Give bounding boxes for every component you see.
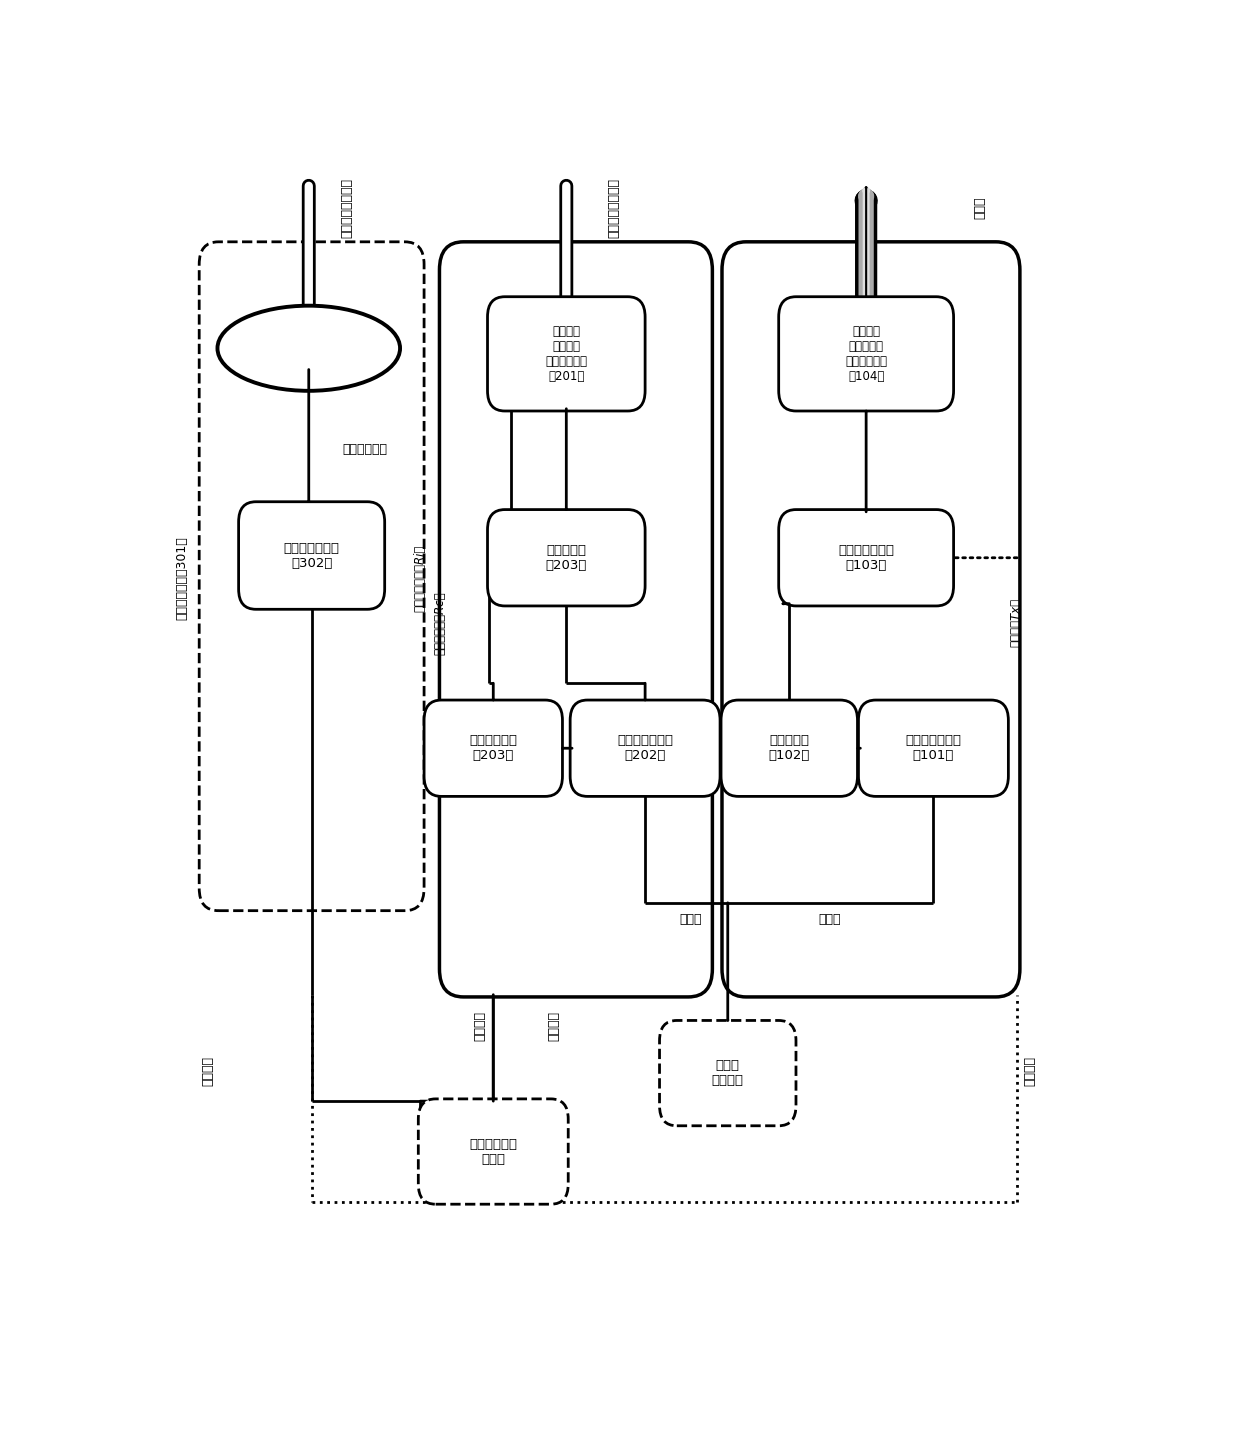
Text: 探测光: 探测光 [818,914,841,927]
FancyBboxPatch shape [487,297,645,410]
Text: 相干接收模块
（203）: 相干接收模块 （203） [469,735,517,762]
Text: 目标反射的信号光: 目标反射的信号光 [341,178,353,239]
Text: 目标反射的信号光: 目标反射的信号光 [608,178,621,239]
Text: 电气连接: 电气连接 [1023,1056,1035,1085]
FancyBboxPatch shape [858,700,1008,796]
Text: 相干接收端（Rc）: 相干接收端（Rc） [433,591,446,655]
FancyBboxPatch shape [418,1099,568,1205]
Text: 探测光输入波导
（101）: 探测光输入波导 （101） [905,735,961,762]
Text: 窄线宽
激光光源: 窄线宽 激光光源 [712,1059,744,1087]
Text: 高速集成电路
控制器: 高速集成电路 控制器 [469,1138,517,1165]
FancyBboxPatch shape [487,509,645,605]
Text: 分束器模块
（102）: 分束器模块 （102） [769,735,810,762]
Text: 电气连接: 电气连接 [201,1056,215,1085]
FancyBboxPatch shape [570,700,720,796]
Text: 自由空间聚焦: 自由空间聚焦 [342,442,387,455]
FancyBboxPatch shape [660,1020,796,1126]
Text: 电气连接: 电气连接 [474,1011,486,1042]
Text: 空间光学模块（301）: 空间光学模块（301） [175,535,188,620]
Text: 耦合抑制
亚波长间距
一维发射阵列
（104）: 耦合抑制 亚波长间距 一维发射阵列 （104） [846,324,887,383]
FancyBboxPatch shape [720,700,858,796]
Text: 移相器阵列模块
（103）: 移相器阵列模块 （103） [838,544,894,572]
Text: 非相干接收端（Ri）: 非相干接收端（Ri） [414,544,427,611]
FancyBboxPatch shape [779,509,954,605]
FancyBboxPatch shape [238,502,384,610]
Text: 稀疏间隔
模拟变换
一维接收阵列
（201）: 稀疏间隔 模拟变换 一维接收阵列 （201） [546,324,588,383]
FancyBboxPatch shape [722,242,1019,997]
Text: 探测光: 探测光 [973,196,986,220]
FancyBboxPatch shape [424,700,563,796]
FancyBboxPatch shape [779,297,954,410]
Text: 分束器模块
（203）: 分束器模块 （203） [546,544,587,572]
FancyBboxPatch shape [439,242,712,997]
Ellipse shape [217,306,401,391]
FancyBboxPatch shape [200,242,424,911]
Text: 发射端（Tx）: 发射端（Tx） [1009,598,1023,647]
Text: 参考光输入波导
（202）: 参考光输入波导 （202） [618,735,673,762]
Text: 线阵光电传感器
（302）: 线阵光电传感器 （302） [284,541,340,569]
Text: 电气连接: 电气连接 [547,1011,560,1042]
Text: 参考光: 参考光 [680,914,702,927]
